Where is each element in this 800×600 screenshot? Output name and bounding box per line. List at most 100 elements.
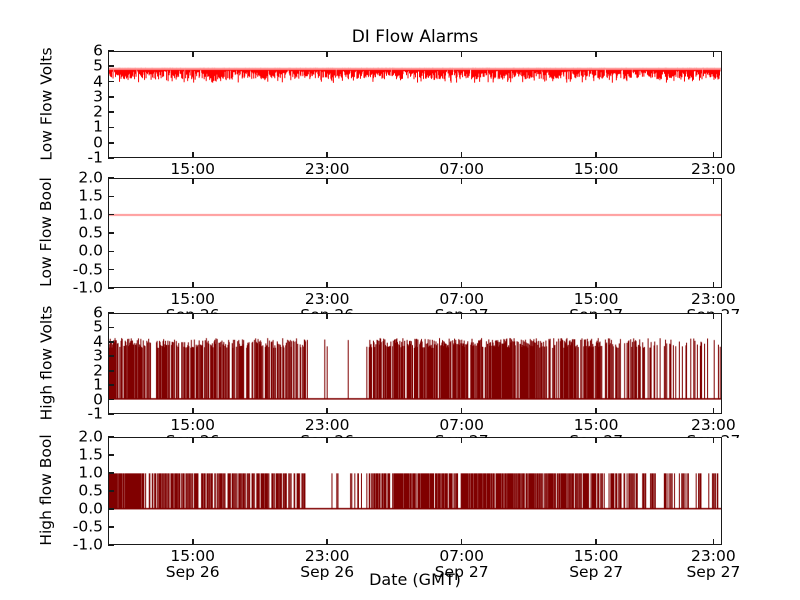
- x-tick-mark-top-low-flow-volts-4: [712, 51, 715, 57]
- y-tick-label-low-flow-volts-3: 2: [93, 102, 103, 121]
- y-tick-mark-low-flow-volts-1: [108, 141, 114, 144]
- x-tick-label-high-flow-bool-1: 23:00 Sep 26: [300, 548, 354, 581]
- y-axis-label-low-flow-bool: Low Flow Bool: [37, 177, 55, 287]
- x-tick-date: Sep 26: [300, 563, 355, 582]
- x-tick-time: 07:00: [439, 547, 484, 565]
- plot-panel-high-flow-volts[interactable]: [108, 313, 722, 414]
- x-tick-mark-top-high-flow-bool-2: [460, 437, 463, 443]
- y-tick-mark-high-flow-bool-6: [108, 436, 114, 438]
- x-tick-mark-top-low-flow-volts-3: [595, 51, 597, 57]
- y-tick-label-low-flow-volts-5: 4: [93, 71, 103, 90]
- y-tick-mark-low-flow-volts-7: [108, 50, 114, 52]
- x-tick-mark-top-high-flow-volts-2: [460, 313, 463, 319]
- plot-panel-low-flow-bool[interactable]: [108, 178, 722, 288]
- x-tick-time: 15:00: [573, 416, 619, 434]
- y-tick-label-high-flow-volts-7: 6: [93, 303, 103, 322]
- y-tick-mark-high-flow-volts-4: [108, 355, 114, 358]
- y-tick-label-high-flow-volts-6: 5: [93, 317, 103, 336]
- x-tick-label-high-flow-bool-3: 15:00 Sep 27: [569, 548, 623, 581]
- x-tick-date: Sep 26: [300, 307, 354, 314]
- x-tick-label-row-high-flow-bool: 15:00 Sep 26 23:00 Sep 26 07:00 Sep 27 15:00 Se…: [0, 546, 800, 592]
- y-tick-mark-high-flow-bool-5: [108, 454, 114, 456]
- y-tick-label-low-flow-volts-6: 5: [93, 56, 103, 75]
- x-tick-time: 23:00: [691, 547, 736, 565]
- x-tick-date: Sep 27: [569, 177, 623, 179]
- x-tick-time: 07:00: [439, 290, 484, 308]
- y-tick-mark-low-flow-volts-4: [108, 96, 114, 98]
- x-tick-mark-low-flow-bool-2: [460, 282, 463, 288]
- x-tick-date: Sep 26: [166, 307, 220, 314]
- y-tick-mark-low-flow-volts-2: [108, 126, 114, 129]
- y-tick-label-low-flow-bool-6: 2.0: [78, 168, 103, 187]
- x-tick-time: 15:00: [573, 547, 619, 565]
- x-tick-mark-high-flow-bool-2: [460, 539, 463, 545]
- x-tick-time: 23:00: [691, 416, 736, 434]
- signal-trace-high-flow-volts: [109, 314, 721, 413]
- x-tick-mark-top-high-flow-volts-3: [595, 313, 597, 319]
- x-tick-mark-top-high-flow-volts-4: [712, 313, 715, 319]
- y-tick-label-high-flow-volts-2: 1: [93, 375, 103, 394]
- y-tick-mark-low-flow-bool-4: [108, 213, 114, 216]
- x-tick-mark-low-flow-volts-1: [326, 152, 328, 158]
- x-tick-mark-top-low-flow-bool-4: [712, 178, 715, 184]
- y-tick-mark-high-flow-volts-7: [108, 312, 114, 314]
- y-tick-label-high-flow-volts-3: 2: [93, 360, 103, 379]
- x-tick-mark-top-high-flow-volts-1: [326, 313, 328, 319]
- x-tick-label-high-flow-bool-2: 07:00 Sep 27: [435, 548, 489, 581]
- x-tick-time: 15:00: [170, 290, 216, 308]
- y-tick-label-high-flow-bool-3: 0.5: [78, 481, 103, 500]
- y-tick-label-low-flow-volts-4: 3: [93, 87, 103, 106]
- x-axis-label: Date (GMT): [369, 570, 461, 589]
- y-tick-mark-low-flow-bool-1: [108, 268, 114, 271]
- signal-trace-high-flow-bool: [109, 438, 721, 544]
- x-tick-mark-low-flow-bool-1: [326, 282, 328, 288]
- y-tick-mark-high-flow-volts-3: [108, 369, 114, 372]
- x-tick-date: Sep 26: [165, 563, 220, 582]
- y-tick-label-high-flow-bool-2: 0.0: [78, 499, 103, 518]
- y-tick-label-low-flow-bool-2: 0.0: [78, 241, 103, 260]
- y-tick-label-low-flow-volts-1: 0: [93, 132, 103, 151]
- x-tick-mark-top-low-flow-volts-0: [191, 51, 194, 57]
- x-tick-time: 23:00: [691, 290, 736, 308]
- x-tick-time: 23:00: [304, 290, 350, 308]
- x-tick-mark-top-high-flow-bool-1: [326, 437, 328, 443]
- x-tick-date: Sep 27: [686, 307, 740, 314]
- plot-panel-low-flow-volts[interactable]: [108, 51, 722, 158]
- x-tick-mark-top-low-flow-volts-1: [326, 51, 328, 57]
- plot-panel-high-flow-bool[interactable]: [108, 437, 722, 545]
- x-tick-date: Sep 26: [300, 177, 354, 179]
- y-tick-mark-high-flow-bool-3: [108, 490, 114, 492]
- y-tick-mark-high-flow-volts-0: [108, 413, 114, 415]
- x-tick-date: Sep 27: [569, 563, 624, 582]
- x-tick-mark-top-high-flow-bool-0: [191, 437, 194, 443]
- y-tick-label-high-flow-volts-4: 3: [93, 346, 103, 365]
- x-tick-date: Sep 26: [166, 177, 220, 179]
- y-tick-label-high-flow-volts-5: 4: [93, 332, 103, 351]
- y-tick-label-high-flow-bool-1: -0.5: [72, 517, 103, 536]
- x-tick-time: 15:00: [573, 160, 619, 178]
- x-tick-mark-high-flow-bool-3: [595, 539, 597, 545]
- y-tick-label-low-flow-bool-3: 0.5: [78, 223, 103, 242]
- x-tick-label-high-flow-bool-0: 15:00 Sep 26: [166, 548, 220, 581]
- x-tick-time: 07:00: [439, 416, 484, 434]
- y-tick-label-low-flow-bool-4: 1.0: [78, 204, 103, 223]
- x-tick-mark-low-flow-bool-0: [191, 282, 194, 288]
- y-tick-mark-high-flow-bool-2: [108, 508, 114, 510]
- y-tick-mark-low-flow-volts-0: [108, 157, 114, 159]
- y-tick-mark-low-flow-bool-6: [108, 177, 114, 179]
- y-tick-label-high-flow-bool-6: 2.0: [78, 427, 103, 446]
- y-tick-mark-low-flow-volts-5: [108, 80, 114, 83]
